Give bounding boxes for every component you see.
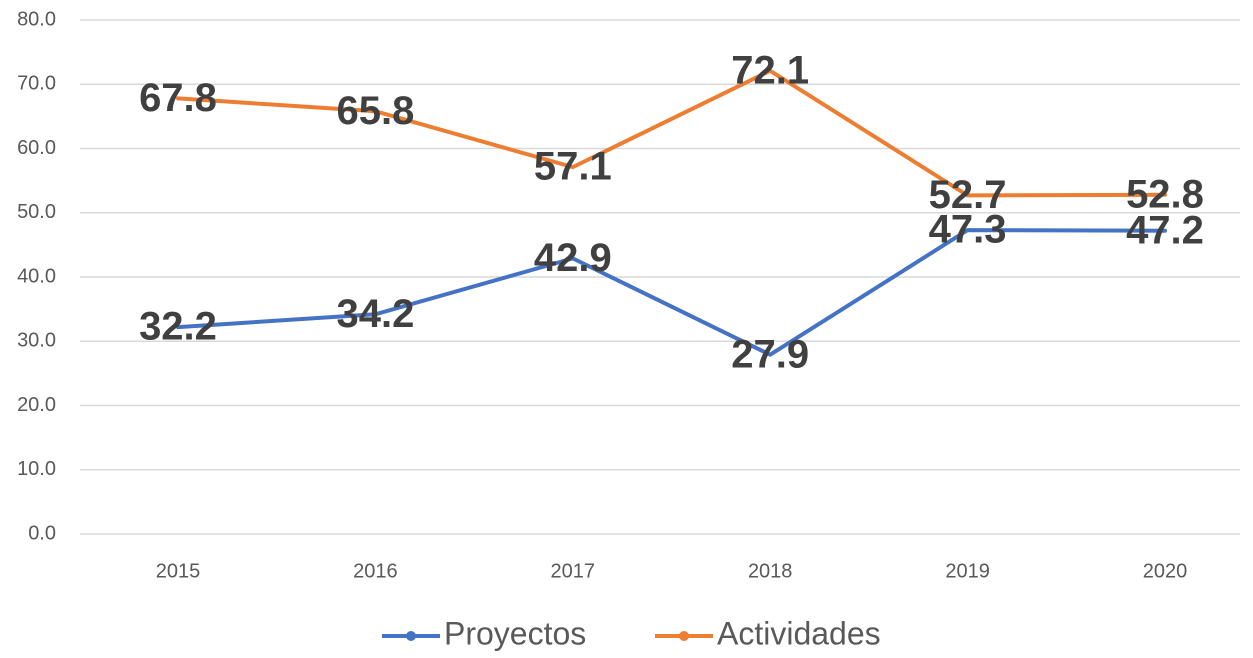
legend-marker <box>406 631 416 641</box>
data-label: 72.1 <box>731 48 809 92</box>
y-tick-label: 80.0 <box>17 8 56 30</box>
y-tick-label: 60.0 <box>17 137 56 159</box>
data-label: 32.2 <box>139 305 217 349</box>
y-tick-label: 70.0 <box>17 73 56 95</box>
data-label: 42.9 <box>534 236 612 280</box>
data-label: 67.8 <box>139 76 217 120</box>
x-tick-label: 2017 <box>551 560 596 582</box>
legend-label: Proyectos <box>444 615 586 651</box>
series-line <box>176 68 1167 198</box>
x-tick-label: 2019 <box>945 560 990 582</box>
data-label: 52.7 <box>929 173 1007 217</box>
x-tick-label: 2018 <box>748 560 793 582</box>
y-tick-label: 40.0 <box>17 265 56 287</box>
legend-marker <box>679 631 689 641</box>
data-label: 34.2 <box>336 292 414 336</box>
data-label: 27.9 <box>731 332 809 376</box>
x-tick-label: 2020 <box>1143 560 1188 582</box>
legend-label: Actividades <box>717 615 881 651</box>
y-tick-label: 10.0 <box>17 458 56 480</box>
data-label: 57.1 <box>534 145 612 189</box>
data-label: 65.8 <box>336 89 414 133</box>
x-tick-label: 2016 <box>353 560 398 582</box>
data-label: 47.3 <box>929 208 1007 252</box>
y-tick-label: 20.0 <box>17 394 56 416</box>
x-tick-label: 2015 <box>156 560 201 582</box>
data-label: 52.8 <box>1126 172 1204 216</box>
series-line <box>176 228 1167 357</box>
y-tick-label: 50.0 <box>17 201 56 223</box>
y-tick-label: 30.0 <box>17 330 56 352</box>
data-label: 47.2 <box>1126 208 1204 252</box>
y-tick-label: 0.0 <box>28 522 56 544</box>
